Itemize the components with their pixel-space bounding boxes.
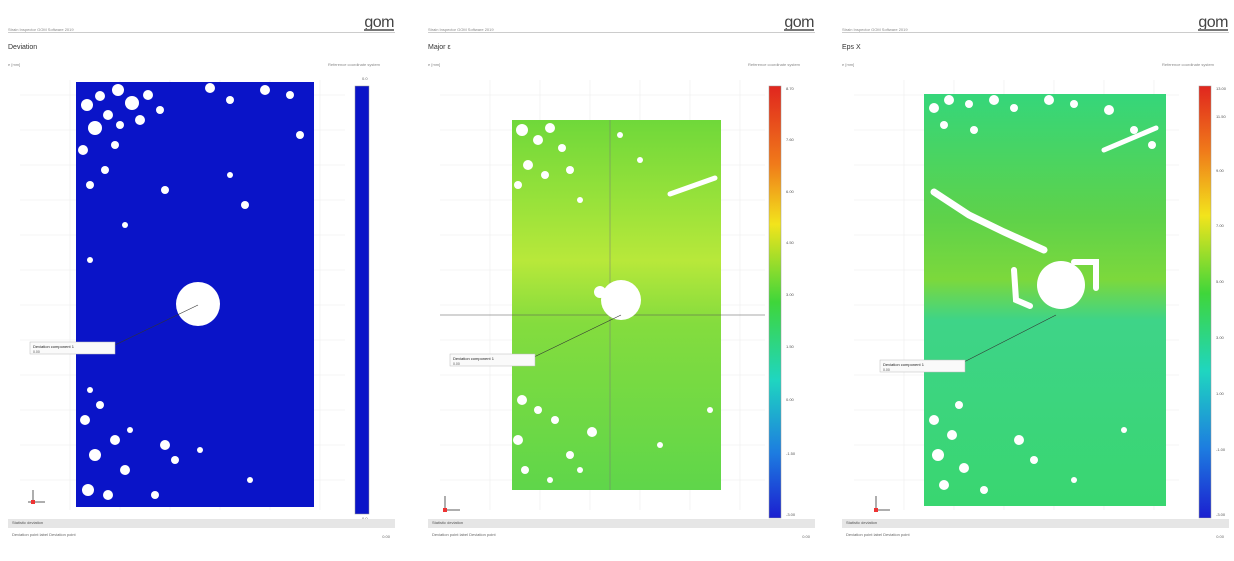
gom-logo: gom [364, 14, 394, 31]
deviation-plot[interactable]: 0.0 0.0 Deviation component 1 0.00 [0, 0, 400, 561]
missing-data-streaks [930, 125, 1159, 309]
viewport-panel-major: Strain Inspector GOM Software 2019 gom M… [420, 0, 820, 561]
footer-bar [8, 519, 395, 528]
colorbar-bottom-label: 0.0 [362, 516, 368, 521]
viewport-panel-epsx: Strain Inspector GOM Software 2019 gom E… [834, 0, 1234, 561]
coordinate-system-label: Reference coordinate system [1161, 62, 1214, 67]
colorbar-tick: 9.00 [1216, 168, 1225, 173]
footer-line: Deviation point label Deviation point [12, 532, 76, 537]
axis-triad-icon [875, 496, 890, 511]
logo-underline [784, 29, 814, 31]
colorbar-tick: 7.60 [786, 137, 795, 142]
colorbar-tick: -3.00 [786, 512, 796, 517]
unit-label: e [mm] [8, 62, 21, 67]
point-label-title: Deviation component 1 [453, 356, 495, 361]
axis-origin-icon [443, 508, 447, 512]
axis-origin-icon [874, 508, 878, 512]
panel-header: Strain Inspector GOM Software 2019 [842, 27, 908, 32]
axis-origin-icon [31, 500, 35, 504]
footer-bar [842, 519, 1229, 528]
point-label-title: Deviation component 1 [33, 344, 75, 349]
colorbar-tick: 7.00 [1216, 223, 1225, 228]
colorbar-tick: 3.00 [786, 292, 795, 297]
colorbar-tick: 1.50 [786, 344, 795, 349]
colorbar-tick: 6.00 [786, 189, 795, 194]
header-divider [428, 32, 815, 33]
footer-line: Deviation point label Deviation point [846, 532, 910, 537]
logo-underline [1198, 29, 1228, 31]
axis-triad-icon [444, 496, 460, 511]
colorbar [1198, 85, 1212, 519]
header-divider [842, 32, 1229, 33]
panel-header: Strain Inspector GOM Software 2019 [8, 27, 74, 32]
label-leader-line [961, 314, 1057, 364]
major-strain-plot[interactable]: 8.70 7.60 6.00 4.50 3.00 1.50 0.00 -1.50… [420, 0, 820, 561]
missing-data-regions [929, 95, 1156, 494]
colorbar-tick: -3.00 [1216, 512, 1226, 517]
point-label-box [29, 341, 116, 355]
footer-value: 0.00 [802, 534, 810, 539]
epsx-strain-plot[interactable]: 13.00 11.50 9.00 7.00 5.00 3.00 1.00 -1.… [834, 0, 1234, 561]
gom-logo: gom [784, 14, 814, 31]
axis-triad-icon [28, 490, 45, 503]
colorbar-tick: 11.50 [1216, 114, 1226, 119]
footer-value: 0.00 [1216, 534, 1224, 539]
label-leader-line [114, 304, 199, 346]
colorbar-tick: 3.00 [1216, 335, 1225, 340]
footer-value: 0.00 [382, 534, 390, 539]
footer-label: Statistic deviation [846, 520, 878, 525]
point-label-box [449, 353, 536, 367]
point-label-value: 0.00 [453, 362, 460, 366]
viewport-panel-deviation: Strain Inspector GOM Software 2019 gom D… [0, 0, 400, 561]
stage-title: Major ε [428, 44, 451, 51]
footer-label: Statistic deviation [12, 520, 44, 525]
colorbar-tick: 1.00 [1216, 391, 1225, 396]
colorbar-tick: 13.00 [1216, 86, 1227, 91]
point-label-value: 0.00 [883, 368, 890, 372]
footer-line: Deviation point label Deviation point [432, 532, 496, 537]
logo-underline [364, 29, 394, 31]
colorbar [354, 85, 370, 515]
footer-label: Statistic deviation [432, 520, 464, 525]
colorbar [768, 85, 782, 519]
missing-data-streak [667, 175, 718, 197]
colorbar-tick: 5.00 [1216, 279, 1225, 284]
missing-data-regions [513, 123, 713, 483]
stage-title: Eps X [842, 44, 861, 51]
colorbar-tick: 8.70 [786, 86, 795, 91]
colorbar-tick: -1.50 [786, 451, 796, 456]
unit-label: e [mm] [842, 62, 855, 67]
colorbar-tick: 4.50 [786, 240, 795, 245]
unit-label: e [mm] [428, 62, 441, 67]
missing-data-regions [78, 83, 304, 500]
coordinate-system-label: Reference coordinate system [327, 62, 380, 67]
colorbar-top-label: 0.0 [362, 76, 368, 81]
header-divider [8, 32, 395, 33]
panel-header: Strain Inspector GOM Software 2019 [428, 27, 494, 32]
gom-logo: gom [1198, 14, 1228, 31]
colorbar-tick: -1.00 [1216, 447, 1226, 452]
footer-bar [428, 519, 815, 528]
stage-title: Deviation [8, 44, 38, 51]
coordinate-system-label: Reference coordinate system [747, 62, 800, 67]
colorbar-tick: 0.00 [786, 397, 795, 402]
point-label-value: 0.00 [33, 350, 40, 354]
point-label-title: Deviation component 1 [883, 362, 925, 367]
colorbar-ticks: 8.70 7.60 6.00 4.50 3.00 1.50 0.00 -1.50… [786, 86, 796, 517]
colorbar-ticks: 13.00 11.50 9.00 7.00 5.00 3.00 1.00 -1.… [1216, 86, 1227, 517]
label-leader-line [531, 314, 622, 359]
point-label-box [879, 359, 966, 373]
